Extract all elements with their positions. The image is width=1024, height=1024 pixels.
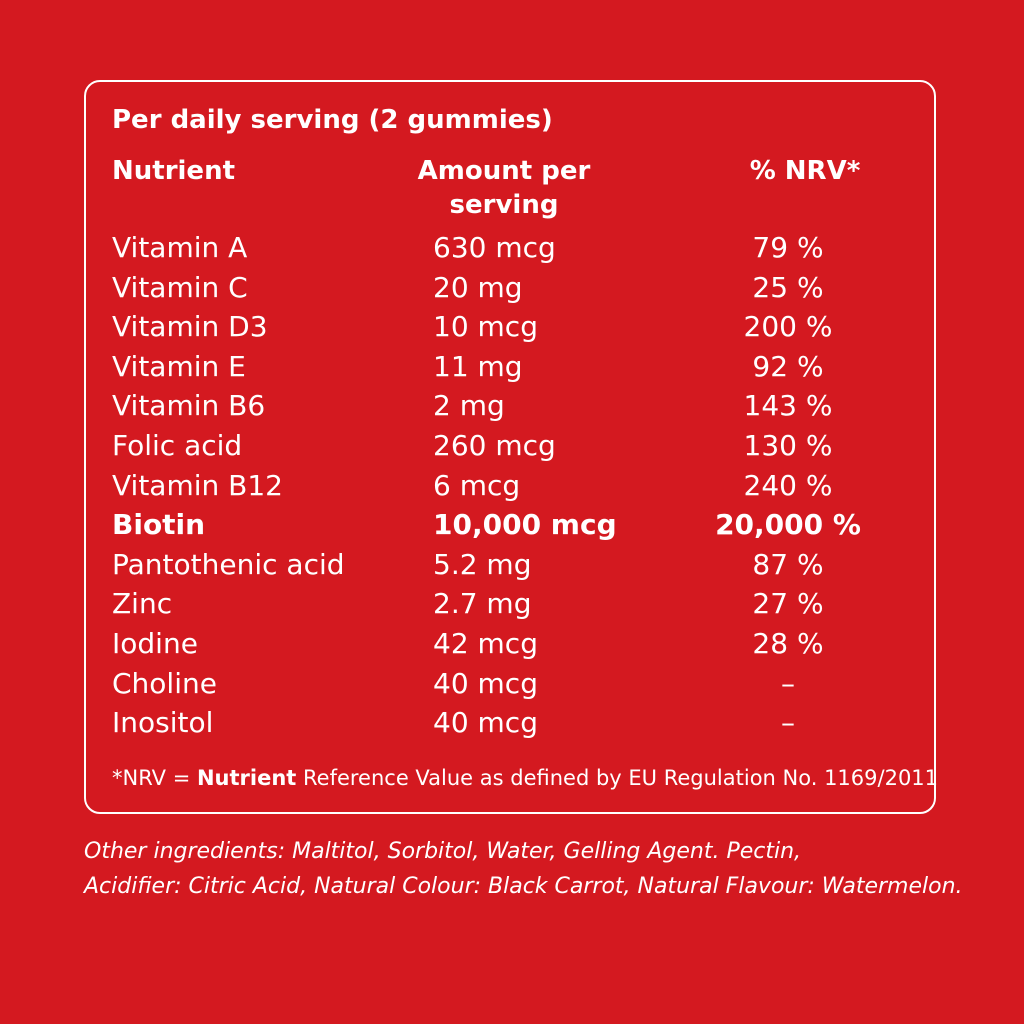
nutrient-nrv: 28 % xyxy=(752,626,824,660)
footnote-bold-word: Nutrient xyxy=(196,766,297,790)
nutrient-amount: 630 mcg xyxy=(433,231,556,264)
nutrient-nrv: – xyxy=(781,706,795,740)
table-row: Vitamin E 11 mg 92 % xyxy=(0,347,1024,387)
nutrient-nrv: 92 % xyxy=(752,349,824,383)
table-row: Folic acid 260 mcg 130 % xyxy=(0,426,1024,466)
nutrient-nrv: 200 % xyxy=(743,310,833,344)
nutrient-name: Vitamin B6 xyxy=(112,389,266,423)
table-row: Inositol 40 mcg – xyxy=(0,703,1024,743)
nutrient-nrv: – xyxy=(781,666,795,700)
nutrient-name: Vitamin C xyxy=(112,270,248,304)
table-row: Vitamin A 630 mcg 79 % xyxy=(0,228,1024,268)
table-row: Iodine 42 mcg 28 % xyxy=(0,624,1024,664)
column-header-nutrient: Nutrient xyxy=(112,156,236,186)
nutrient-amount: 5.2 mg xyxy=(433,547,532,581)
nutrient-amount: 42 mcg xyxy=(433,626,538,660)
nutrient-name: Choline xyxy=(112,666,217,700)
nutrient-name: Biotin xyxy=(112,508,206,542)
table-row: Vitamin C 20 mg 25 % xyxy=(0,268,1024,308)
table-row: Pantothenic acid 5.2 mg 87 % xyxy=(0,545,1024,585)
nutrient-nrv: 87 % xyxy=(752,547,824,581)
nutrient-nrv: 25 % xyxy=(752,270,824,304)
footnote-prefix: *NRV = xyxy=(112,766,197,790)
table-row: Zinc 2.7 mg 27 % xyxy=(0,584,1024,624)
nrv-footnote: *NRV = Nutrient Reference Value as defin… xyxy=(112,762,938,794)
ingredients-line: Other ingredients: Maltitol, Sorbitol, W… xyxy=(84,839,802,864)
nutrient-name: Pantothenic acid xyxy=(112,547,345,581)
column-header-nrv: % NRV* xyxy=(749,156,861,186)
table-row: Vitamin B6 2 mg 143 % xyxy=(0,386,1024,426)
nutrition-table-panel xyxy=(84,80,936,814)
nutrient-amount: 40 mcg xyxy=(433,666,538,700)
nutrient-nrv: 130 % xyxy=(743,428,833,462)
nutrient-amount: 2 mg xyxy=(433,389,505,423)
nutrient-rows: Vitamin A 630 mcg 79 % Vitamin C 20 mg 25 % Vi… xyxy=(0,228,1024,743)
nutrient-amount: 6 mcg xyxy=(433,468,521,502)
nutrient-amount: 260 mcg xyxy=(433,428,556,462)
nutrient-amount: 20 mg xyxy=(433,270,523,304)
nutrient-name: Vitamin B12 xyxy=(112,468,283,502)
serving-heading: Per daily serving (2 gummies) xyxy=(112,105,553,135)
nutrient-name: Vitamin A xyxy=(112,231,248,264)
table-row: Choline 40 mcg – xyxy=(0,664,1024,704)
nutrient-name: Vitamin D3 xyxy=(112,310,268,344)
other-ingredients: Other ingredients: Maltitol, Sorbitol, W… xyxy=(84,834,984,904)
ingredients-line: Acidifier: Citric Acid, Natural Colour: … xyxy=(84,874,963,899)
nutrient-name: Inositol xyxy=(112,706,214,740)
nutrient-amount: 10 mcg xyxy=(433,310,538,344)
nutrient-amount: 11 mg xyxy=(433,349,523,383)
nutrient-name: Zinc xyxy=(112,587,173,621)
nutrient-nrv: 240 % xyxy=(743,468,833,502)
nutrient-name: Iodine xyxy=(112,626,198,660)
nutrient-nrv: 143 % xyxy=(743,389,833,423)
nutrient-nrv: 27 % xyxy=(752,587,824,621)
table-row: Biotin 10,000 mcg 20,000 % xyxy=(0,505,1024,545)
nutrient-name: Vitamin E xyxy=(112,349,246,383)
nutrient-name: Folic acid xyxy=(112,428,243,462)
nutrient-amount: 2.7 mg xyxy=(433,587,532,621)
nutrient-amount: 10,000 mcg xyxy=(433,508,617,542)
table-row: Vitamin B12 6 mcg 240 % xyxy=(0,466,1024,506)
column-header-amount: Amount per serving xyxy=(417,156,591,220)
footnote-rest: Reference Value as defined by EU Regulat… xyxy=(296,766,939,790)
nutrient-nrv: 20,000 % xyxy=(715,508,861,542)
nutrient-nrv: 79 % xyxy=(752,231,824,264)
table-row: Vitamin D3 10 mcg 200 % xyxy=(0,307,1024,347)
nutrient-amount: 40 mcg xyxy=(433,706,538,740)
